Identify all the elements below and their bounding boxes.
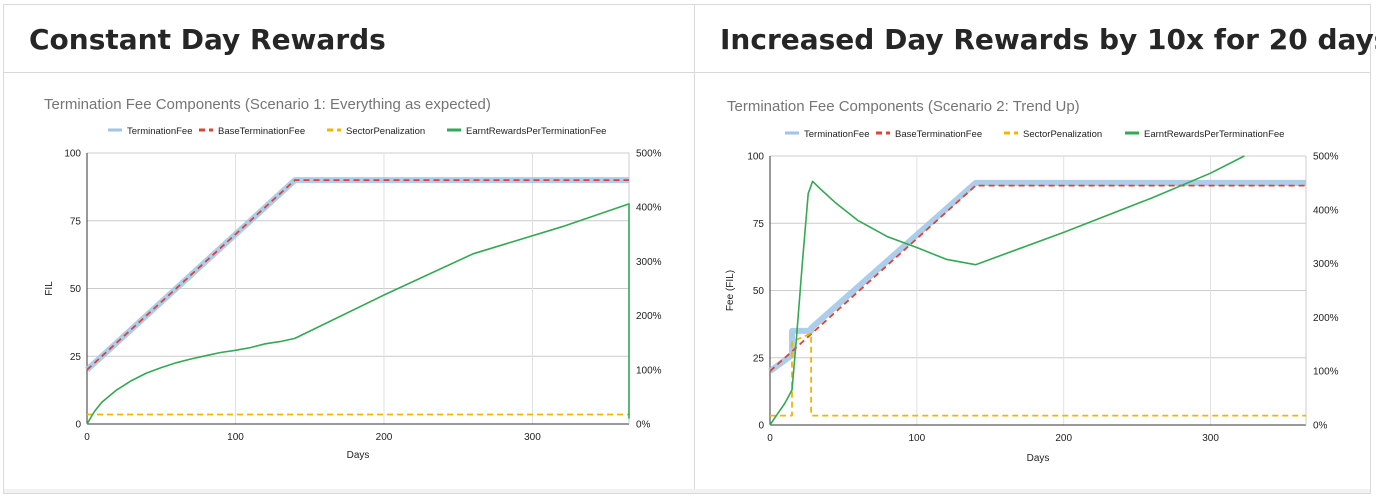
- panel-heading: Constant Day Rewards: [29, 23, 386, 56]
- series-line-earntrewardsperterminationfee: [86, 203, 630, 425]
- legend-item: EarntRewardsPerTerminationFee: [447, 126, 606, 137]
- y2-tick-label: 0%: [636, 420, 651, 431]
- y-tick-label: 50: [753, 286, 765, 297]
- x-axis-label: Days: [1027, 453, 1050, 464]
- legend-label: BaseTerminationFee: [218, 126, 305, 137]
- panel-constant-rewards: Constant Day Rewards Termination Fee Com…: [4, 5, 695, 493]
- panel-heading: Increased Day Rewards by 10x for 20 days: [720, 23, 1376, 56]
- y2-tick-label: 400%: [1313, 205, 1339, 216]
- y2-tick-label: 300%: [636, 257, 662, 268]
- x-tick-label: 200: [1055, 433, 1072, 444]
- legend-item: TerminationFee: [108, 126, 192, 137]
- chart-title: Termination Fee Components (Scenario 1: …: [44, 96, 491, 113]
- y2-tick-label: 500%: [636, 149, 662, 160]
- x-tick-label: 100: [227, 432, 244, 443]
- x-tick-label: 300: [1202, 433, 1219, 444]
- series-line-terminationfee: [84, 177, 629, 373]
- y-tick-label: 50: [70, 284, 82, 295]
- legend-item: BaseTerminationFee: [876, 129, 982, 140]
- legend-label: TerminationFee: [804, 129, 869, 140]
- legend-label: SectorPenalization: [1023, 129, 1102, 140]
- y-axis-label: FIL: [44, 281, 55, 296]
- legend-label: BaseTerminationFee: [895, 129, 982, 140]
- legend-item: SectorPenalization: [1004, 129, 1102, 140]
- legend-item: EarntRewardsPerTerminationFee: [1125, 129, 1284, 140]
- y2-tick-label: 400%: [636, 203, 662, 214]
- series-line-baseterminationfee: [769, 184, 1306, 372]
- legend-item: TerminationFee: [785, 129, 869, 140]
- x-tick-label: 100: [909, 433, 926, 444]
- y-tick-label: 0: [758, 421, 764, 432]
- legend-item: BaseTerminationFee: [199, 126, 305, 137]
- comparison-table: Constant Day Rewards Termination Fee Com…: [3, 4, 1376, 494]
- y2-tick-label: 300%: [1313, 259, 1339, 270]
- y-tick-label: 25: [70, 352, 82, 363]
- y-tick-label: 75: [70, 216, 82, 227]
- legend-label: EarntRewardsPerTerminationFee: [466, 126, 606, 137]
- legend-label: EarntRewardsPerTerminationFee: [1144, 129, 1284, 140]
- y-tick-label: 0: [75, 420, 81, 431]
- legend-item: SectorPenalization: [327, 126, 425, 137]
- y-tick-label: 100: [64, 149, 81, 160]
- x-tick-label: 300: [524, 432, 541, 443]
- x-tick-label: 0: [84, 432, 90, 443]
- chart-scenario-2: Termination Fee Components (Scenario 2: …: [725, 98, 1339, 464]
- x-tick-label: 0: [767, 433, 773, 444]
- y2-tick-label: 200%: [1313, 313, 1339, 324]
- y2-tick-label: 500%: [1313, 152, 1339, 163]
- panel-header: Increased Day Rewards by 10x for 20 days: [695, 5, 1376, 73]
- y2-tick-label: 0%: [1313, 421, 1328, 432]
- y2-tick-label: 100%: [636, 365, 662, 376]
- series-line-earntrewardsperterminationfee: [769, 155, 1245, 426]
- panel-increased-rewards: Increased Day Rewards by 10x for 20 days…: [695, 5, 1376, 493]
- y-tick-label: 100: [747, 152, 764, 163]
- y-tick-label: 75: [753, 219, 765, 230]
- series-line-terminationfee: [768, 179, 1306, 374]
- chart-scenario-1: Termination Fee Components (Scenario 1: …: [44, 96, 662, 461]
- legend-label: TerminationFee: [127, 126, 192, 137]
- y2-tick-label: 100%: [1313, 367, 1339, 378]
- x-axis-label: Days: [347, 450, 370, 461]
- table-bottom-border: [4, 489, 1370, 493]
- y-tick-label: 25: [753, 353, 765, 364]
- y-axis-label: Fee (FIL): [725, 270, 736, 311]
- x-tick-label: 200: [376, 432, 393, 443]
- series-line-baseterminationfee: [86, 179, 629, 371]
- series-line-sectorpenalization: [770, 332, 1306, 417]
- legend-label: SectorPenalization: [346, 126, 425, 137]
- y2-tick-label: 200%: [636, 311, 662, 322]
- panel-header: Constant Day Rewards: [4, 5, 694, 73]
- chart-title: Termination Fee Components (Scenario 2: …: [727, 98, 1080, 115]
